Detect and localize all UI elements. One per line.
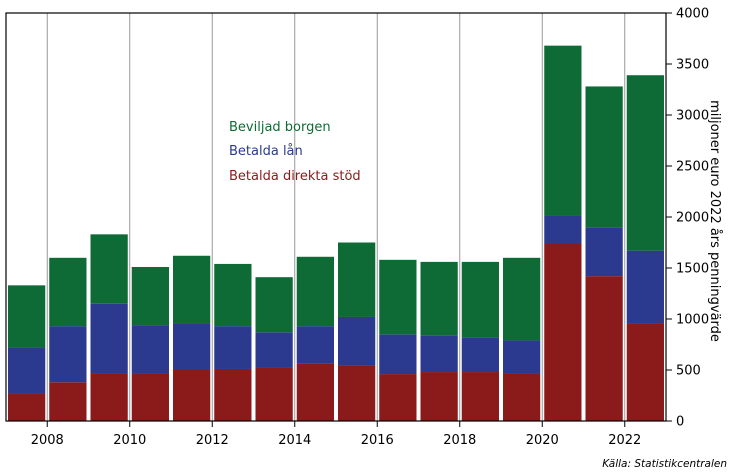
bar-segment-direkta-stod: [544, 243, 582, 421]
bar-segment-direkta-stod: [255, 367, 293, 421]
grid-layer: [46, 13, 626, 421]
bar-segment-lan: [544, 215, 582, 244]
bar-segment-borgen: [8, 285, 46, 348]
y-axis: 0 500 1000 1500 2000 2500 3000 3500 4000: [666, 7, 709, 430]
bar-segment-direkta-stod: [8, 393, 46, 421]
bar-segment-lan: [173, 323, 211, 370]
bar-segment-lan: [90, 303, 128, 374]
x-tick-label: 2012: [196, 433, 229, 448]
bar-segment-direkta-stod: [379, 374, 417, 421]
bar-segment-borgen: [544, 45, 582, 216]
bar-segment-borgen: [338, 242, 376, 317]
bar-segment-direkta-stod: [461, 372, 499, 421]
bar-segment-borgen: [626, 75, 664, 251]
bar-segment-borgen: [49, 257, 87, 327]
bar-segment-lan: [214, 326, 252, 369]
bar-segment-direkta-stod: [131, 373, 169, 421]
x-axis: 2008 2010 2012 2014 2016 2018 2020 2022: [31, 421, 641, 448]
bar-segment-borgen: [420, 261, 458, 336]
y-tick-label: 1500: [676, 262, 709, 277]
x-tick-label: 2016: [361, 433, 394, 448]
bars-layer: [8, 45, 664, 421]
bar-segment-lan: [296, 326, 334, 364]
bar-segment-direkta-stod: [503, 373, 541, 421]
bar-segment-direkta-stod: [49, 382, 87, 421]
bar-segment-lan: [379, 334, 417, 375]
y-tick-label: 2500: [676, 160, 709, 175]
y-tick-label: 0: [676, 415, 684, 430]
x-tick-label: 2020: [526, 433, 559, 448]
bar-segment-direkta-stod: [214, 368, 252, 421]
bar-segment-lan: [626, 250, 664, 324]
y-tick-label: 4000: [676, 7, 709, 22]
bar-segment-lan: [420, 335, 458, 373]
bar-segment-borgen: [296, 256, 334, 327]
bar-segment-borgen: [379, 259, 417, 335]
bar-segment-direkta-stod: [90, 373, 128, 421]
x-tick-label: 2010: [113, 433, 146, 448]
x-tick-label: 2008: [31, 433, 64, 448]
bar-segment-direkta-stod: [173, 370, 211, 421]
y-tick-label: 500: [676, 364, 701, 379]
y-tick-label: 3000: [676, 109, 709, 124]
bar-segment-direkta-stod: [420, 372, 458, 421]
legend: Beviljad borgen Betalda lån Betalda dire…: [229, 120, 361, 184]
bar-segment-borgen: [503, 257, 541, 341]
bar-segment-direkta-stod: [338, 365, 376, 421]
bar-segment-lan: [585, 227, 623, 277]
bar-segment-borgen: [255, 277, 293, 333]
bar-segment-lan: [255, 332, 293, 368]
y-tick-label: 1000: [676, 313, 709, 328]
bar-segment-lan: [131, 325, 169, 374]
bar-segment-lan: [338, 316, 376, 366]
legend-entry-beviljad-borgen: Beviljad borgen: [229, 120, 331, 135]
bar-segment-borgen: [90, 234, 128, 304]
bar-segment-lan: [461, 337, 499, 373]
y-axis-label: miljoner euro 2022 års penningvärde: [707, 100, 722, 342]
bar-segment-borgen: [173, 255, 211, 324]
bar-segment-lan: [503, 340, 541, 374]
y-tick-label: 3500: [676, 58, 709, 73]
bar-segment-borgen: [461, 261, 499, 338]
x-tick-label: 2014: [278, 433, 311, 448]
legend-entry-betalda-direkta-stod: Betalda direkta stöd: [229, 169, 361, 184]
x-tick-label: 2022: [608, 433, 641, 448]
bar-segment-lan: [49, 326, 87, 383]
source-note: Källa: Statistikcentralen: [602, 458, 727, 470]
bar-segment-direkta-stod: [585, 276, 623, 421]
bar-segment-lan: [8, 347, 46, 394]
bar-segment-direkta-stod: [296, 363, 334, 421]
x-tick-label: 2018: [443, 433, 476, 448]
bar-segment-direkta-stod: [626, 323, 664, 421]
y-tick-label: 2000: [676, 211, 709, 226]
bar-segment-borgen: [131, 266, 169, 326]
bar-segment-borgen: [214, 263, 252, 327]
bar-segment-borgen: [585, 86, 623, 228]
legend-entry-betalda-lan: Betalda lån: [229, 144, 303, 159]
